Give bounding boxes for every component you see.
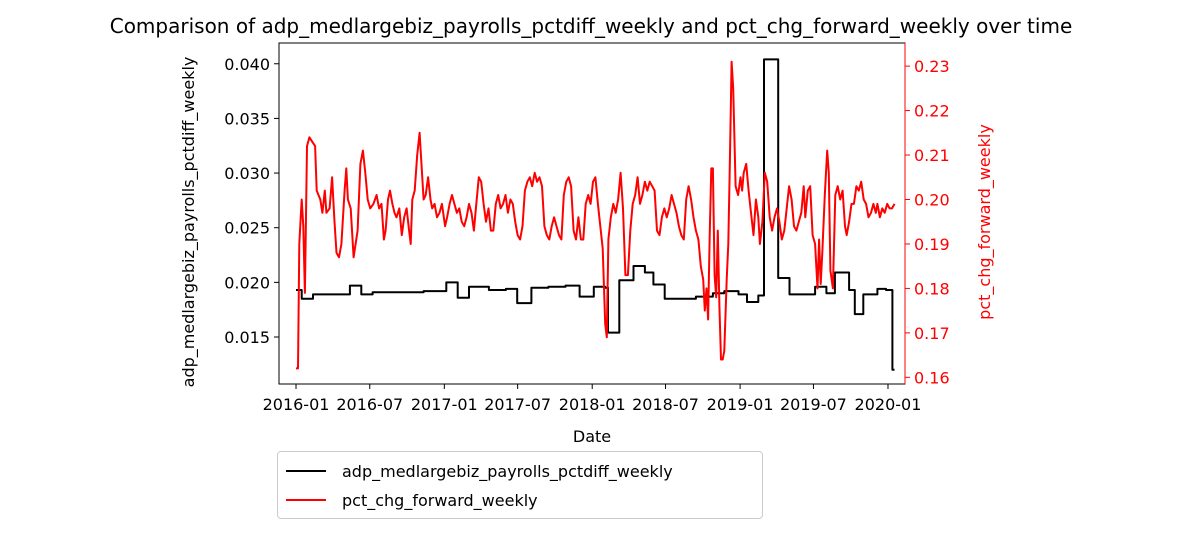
right-y-tick-label: 0.20 [914, 190, 950, 209]
legend-item-pct-chg-forward: pct_chg_forward_weekly [286, 489, 538, 511]
x-tick-label: 2016-07 [336, 395, 403, 414]
right-y-tick-label: 0.16 [914, 368, 950, 387]
left-y-tick-label: 0.040 [224, 55, 270, 74]
legend-item-adp-payrolls: adp_medlargebiz_payrolls_pctdiff_weekly [286, 460, 673, 482]
right-y-tick-label: 0.17 [914, 324, 950, 343]
x-tick-label: 2016-01 [263, 395, 330, 414]
x-tick-label: 2018-07 [632, 395, 699, 414]
left-y-tick-label: 0.035 [224, 109, 270, 128]
right-y-tick-label: 0.18 [914, 279, 950, 298]
legend-swatch-black-line [286, 470, 326, 472]
right-y-axis-label: pct_chg_forward_weekly [975, 124, 995, 320]
right-y-tick-label: 0.21 [914, 146, 950, 165]
adp-payrolls-series-line [296, 58, 895, 371]
right-y-tick-label: 0.19 [914, 235, 950, 254]
legend: adp_medlargebiz_payrolls_pctdiff_weekly … [277, 451, 763, 519]
pct-chg-forward-series-line [296, 60, 896, 370]
x-tick-label: 2020-01 [855, 395, 922, 414]
x-tick-label: 2017-01 [411, 395, 478, 414]
legend-label: adp_medlargebiz_payrolls_pctdiff_weekly [342, 461, 673, 481]
left-y-tick-label: 0.030 [224, 164, 270, 183]
x-tick-label: 2017-07 [484, 395, 551, 414]
right-y-tick-label: 0.22 [914, 102, 950, 121]
right-y-tick-label: 0.23 [914, 57, 950, 76]
chart-title: Comparison of adp_medlargebiz_payrolls_p… [110, 14, 1073, 38]
left-y-tick-label: 0.015 [224, 328, 270, 347]
axes-layer: 2016-01 2016-07 2017-01 2017-07 2018-01 2018-… [224, 42, 950, 414]
x-tick-label: 2018-01 [559, 395, 626, 414]
left-y-axis-label: adp_medlargebiz_payrolls_pctdiff_weekly [179, 57, 199, 388]
x-tick-label: 2019-07 [780, 395, 847, 414]
series-layer [296, 58, 896, 371]
left-y-tick-label: 0.020 [224, 273, 270, 292]
left-y-tick-label: 0.025 [224, 219, 270, 238]
legend-swatch-red-line [286, 499, 326, 501]
x-tick-label: 2019-01 [707, 395, 774, 414]
dual-axis-line-chart: Comparison of adp_medlargebiz_payrolls_p… [110, 14, 1073, 446]
legend-label: pct_chg_forward_weekly [342, 490, 538, 510]
x-axis-label: Date [573, 427, 611, 446]
